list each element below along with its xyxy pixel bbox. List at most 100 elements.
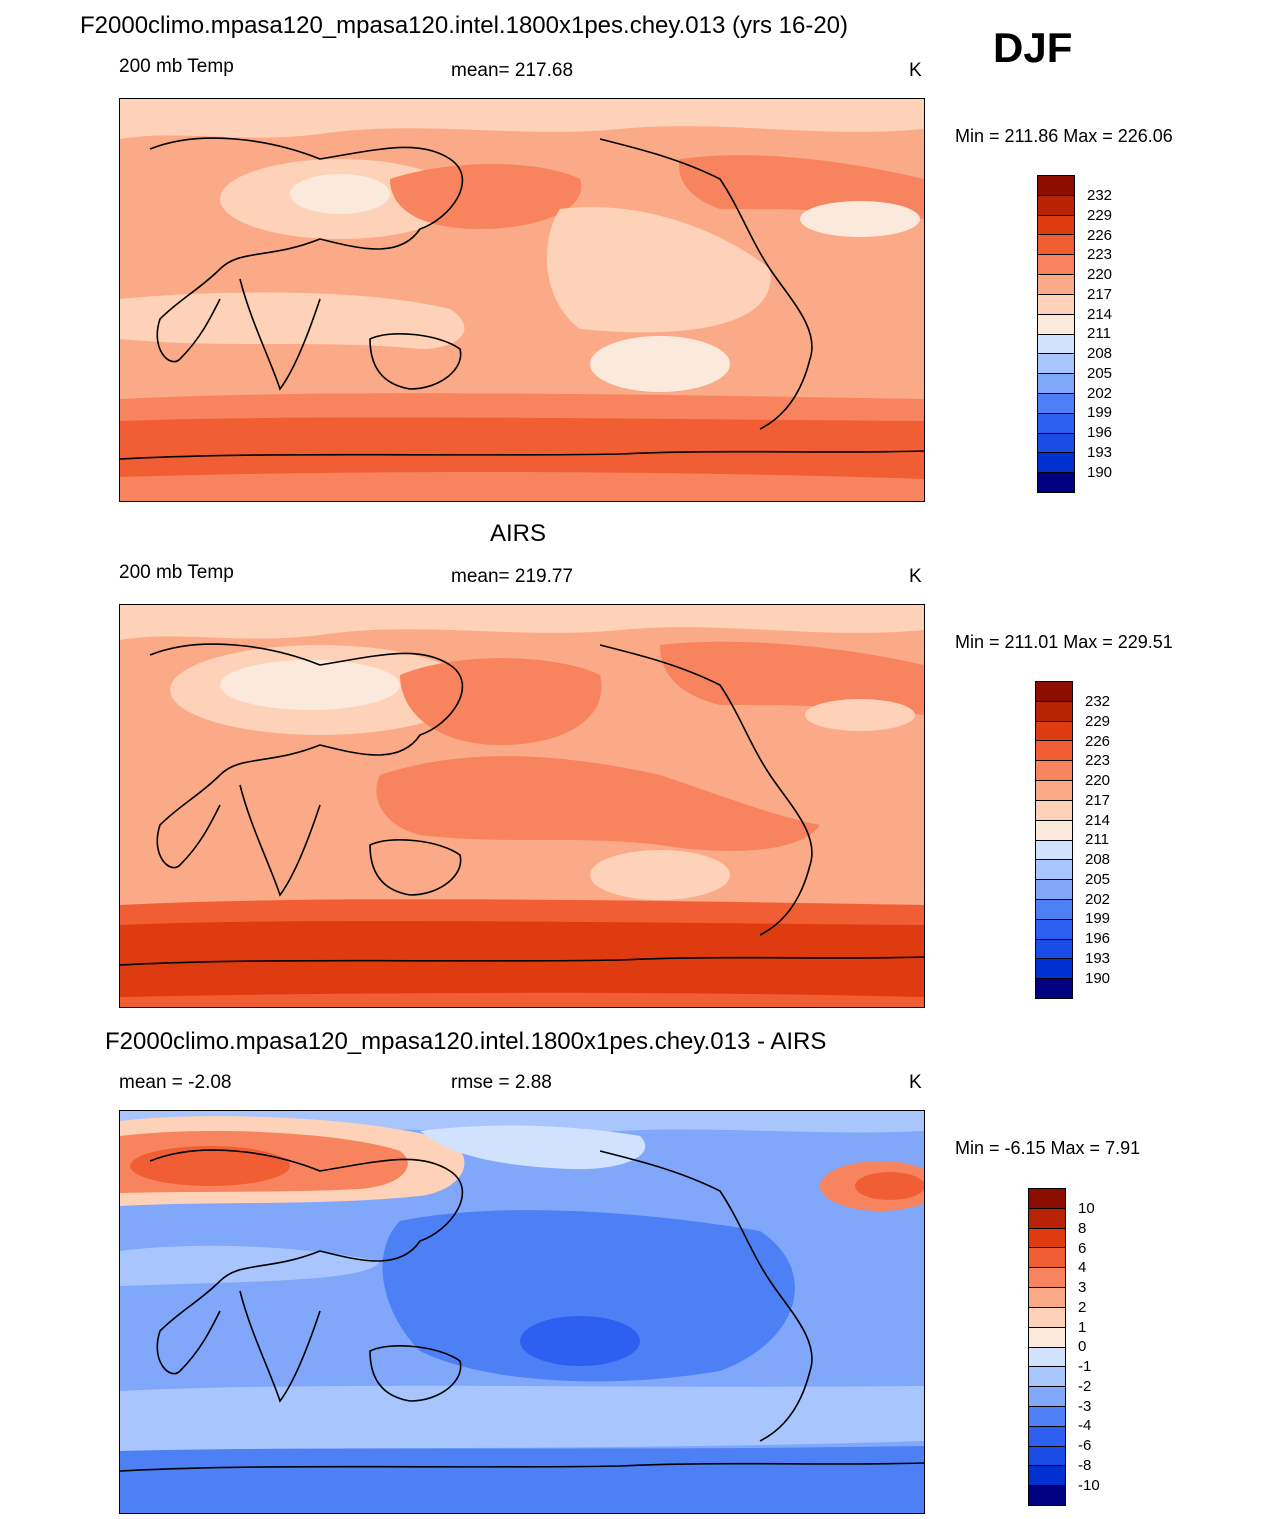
- panel-3-australia-coast: [369, 1345, 462, 1402]
- panel-2-map-svg: [120, 605, 924, 1007]
- panel-1-pacific-cool: [546, 207, 771, 333]
- panel-3-legend-label: -3: [1078, 1397, 1092, 1415]
- panel-1-swatch-5: [1038, 255, 1074, 276]
- panel-2-legend-label: 211: [1085, 831, 1109, 849]
- panel-2-tropical-warm: [376, 756, 820, 851]
- panel-2-title: AIRS: [490, 520, 547, 547]
- panel-3-legend-label: -6: [1078, 1437, 1092, 1454]
- panel-3-map: [119, 1110, 925, 1514]
- panel-1-swatch-11: [1038, 374, 1074, 394]
- panel-1-swatch-9: [1038, 334, 1074, 355]
- panel-3-legend-label: -4: [1078, 1417, 1092, 1435]
- panel-1-legend-label: 217: [1087, 285, 1113, 303]
- panel-3-legend-label: 10: [1078, 1200, 1095, 1217]
- panel-2-swatch-16: [1036, 979, 1072, 998]
- panel-2-legend-label: 223: [1085, 752, 1111, 770]
- panel-3-southern-light: [120, 1385, 924, 1451]
- panel-2-legend-label: 226: [1085, 732, 1111, 750]
- panel-2-japan-jet: [400, 658, 602, 745]
- panel-2-swatch-7: [1036, 800, 1072, 821]
- panel-2-legend-label: 196: [1085, 930, 1111, 947]
- panel-2-swatch-4: [1036, 741, 1072, 762]
- panel-1-legend-label: 214: [1087, 305, 1113, 323]
- panel-3-swatch-9: [1029, 1347, 1065, 1368]
- panel-1-swatch-2: [1038, 195, 1074, 216]
- panel-3-units-label: K: [909, 1072, 922, 1093]
- panel-1-legend-label: 199: [1087, 404, 1113, 422]
- panel-3-swatch-3: [1029, 1228, 1065, 1249]
- panel-3-swatch-15: [1029, 1466, 1065, 1487]
- panel-2-legend-label: 217: [1085, 791, 1111, 809]
- panel-1-japan-jet: [390, 164, 582, 229]
- panel-3-colorbar: [1028, 1188, 1066, 1506]
- panel-3-antarctic-cool: [120, 1446, 924, 1513]
- panel-2-swatch-3: [1036, 721, 1072, 742]
- panel-2-units-label: K: [909, 566, 922, 587]
- panel-3-legend-label: -8: [1078, 1456, 1092, 1474]
- panel-1-legend-label: 202: [1087, 384, 1113, 402]
- panel-1-swatch-14: [1038, 433, 1074, 454]
- panel-1-title: F2000climo.mpasa120_mpasa120.intel.1800x…: [80, 12, 849, 39]
- panel-2-swatch-6: [1036, 781, 1072, 801]
- panel-2-mean-label: mean= 219.77: [451, 566, 574, 587]
- panel-1-spacific-cool: [590, 336, 730, 392]
- panel-1-minmax: Min = 211.86 Max = 226.06: [955, 126, 1173, 146]
- panel-1-map-svg: [120, 99, 924, 501]
- panel-2-atlantic-cool: [805, 699, 915, 731]
- panel-1-swatch-8: [1038, 314, 1074, 335]
- panel-3-title: F2000climo.mpasa120_mpasa120.intel.1800x…: [105, 1028, 827, 1055]
- panel-3-tropical-cool: [382, 1210, 795, 1382]
- panel-3-swatch-2: [1029, 1208, 1065, 1229]
- panel-3-eurasia-africa-coast: [149, 1149, 464, 1403]
- panel-3-swatch-10: [1029, 1367, 1065, 1388]
- panel-2-swatch-10: [1036, 860, 1072, 881]
- panel-3-legend-label: 4: [1078, 1259, 1087, 1277]
- panel-2-legend-label: 205: [1085, 870, 1111, 888]
- panel-2-legend-label: 232: [1085, 693, 1111, 710]
- panel-1-swatch-1: [1038, 176, 1074, 196]
- panel-2-swatch-13: [1036, 919, 1072, 940]
- panel-1-swatch-10: [1038, 354, 1074, 375]
- panel-2-eurasia-africa-coast: [149, 643, 464, 897]
- panel-1-swatch-13: [1038, 413, 1074, 434]
- panel-3-legend-label: 3: [1078, 1279, 1087, 1296]
- panel-1-indian-cool: [120, 292, 465, 349]
- panel-2-swatch-11: [1036, 880, 1072, 900]
- panel-3-map-svg: [120, 1111, 924, 1513]
- panel-1-siberia-cool: [290, 174, 390, 214]
- panel-2-antarctica-coast: [120, 956, 924, 966]
- panel-3-swatch-16: [1029, 1486, 1065, 1505]
- panel-3-siberia-hot: [130, 1146, 290, 1186]
- panel-1-southern-jet: [120, 417, 924, 479]
- panel-3-legend-label: -10: [1078, 1476, 1100, 1494]
- panel-3-swatch-8: [1029, 1327, 1065, 1348]
- panel-2-legend-label: 229: [1085, 712, 1111, 730]
- panel-1-map: [119, 98, 925, 502]
- season-label: DJF: [993, 24, 1073, 71]
- panel-3-atlantic-hot: [855, 1172, 924, 1200]
- panel-1-mean-label: mean= 217.68: [451, 60, 574, 81]
- panel-1-arctic-band: [120, 99, 924, 139]
- panel-2-colorbar: [1035, 681, 1073, 999]
- panel-1-swatch-3: [1038, 215, 1074, 236]
- panel-1-atlantic-cool: [800, 201, 920, 237]
- panel-3-legend-label: 0: [1078, 1338, 1087, 1356]
- panel-1-australia-coast: [369, 333, 462, 390]
- panel-1-legend-label: 208: [1087, 345, 1113, 362]
- panel-3-antarctica-coast: [120, 1462, 924, 1472]
- panel-1-legend-label: 190: [1087, 463, 1113, 481]
- panel-1-legend-label: 232: [1087, 187, 1113, 204]
- panel-2-na-jet: [660, 641, 924, 715]
- panel-1-swatch-12: [1038, 393, 1074, 414]
- panel-2-swatch-2: [1036, 701, 1072, 722]
- panel-3-swatch-11: [1029, 1387, 1065, 1407]
- panel-3-npacific-light: [420, 1125, 646, 1170]
- panel-2-arctic-band: [120, 605, 924, 640]
- panel-1-antarctica-coast: [120, 450, 924, 460]
- panel-2-swatch-5: [1036, 761, 1072, 782]
- panel-3-legend-label: 2: [1078, 1298, 1087, 1316]
- panel-2-legend-label: 190: [1085, 969, 1111, 987]
- panel-3-americas-coast: [599, 1150, 813, 1442]
- panel-2-swatch-15: [1036, 959, 1072, 980]
- panel-2-legend-label: 202: [1085, 890, 1111, 908]
